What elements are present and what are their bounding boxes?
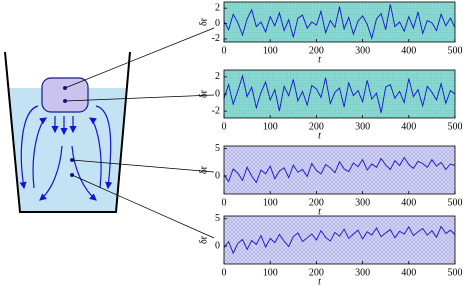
series-line bbox=[223, 74, 456, 114]
y-axis-label: δr bbox=[198, 235, 209, 244]
y-tick-label: -2 bbox=[212, 105, 220, 116]
y-tick-label: 2 bbox=[215, 71, 220, 82]
series-line bbox=[223, 156, 456, 184]
plot-frame bbox=[223, 1, 456, 43]
y-axis-label: δr bbox=[198, 165, 209, 174]
x-axis-label: t bbox=[318, 206, 321, 217]
plot-texture bbox=[224, 70, 455, 118]
x-tick-label: 0 bbox=[222, 267, 227, 278]
x-tick-label: 100 bbox=[263, 197, 278, 208]
plot-texture bbox=[224, 146, 455, 194]
x-tick-label: 500 bbox=[448, 267, 463, 278]
x-tick-label: 0 bbox=[222, 45, 227, 56]
y-tick-label: -2 bbox=[212, 33, 220, 44]
series-line bbox=[223, 4, 456, 40]
y-tick-label: 5 bbox=[215, 143, 220, 154]
x-tick-label: 0 bbox=[222, 197, 227, 208]
x-tick-label: 400 bbox=[401, 121, 416, 132]
x-tick-label: 100 bbox=[263, 45, 278, 56]
y-tick-label: 0 bbox=[215, 240, 220, 251]
x-axis-label: t bbox=[318, 54, 321, 65]
x-axis-label: t bbox=[318, 130, 321, 141]
y-tick-label: 5 bbox=[215, 213, 220, 224]
y-tick-label: 0 bbox=[215, 170, 220, 181]
cup bbox=[4, 51, 131, 213]
x-tick-label: 200 bbox=[309, 267, 324, 278]
x-tick-label: 500 bbox=[448, 121, 463, 132]
ice-cube bbox=[41, 77, 89, 113]
plot-frame bbox=[223, 145, 456, 195]
y-axis-label: δr bbox=[198, 17, 209, 26]
x-tick-label: 300 bbox=[355, 121, 370, 132]
y-tick-label: 0 bbox=[215, 88, 220, 99]
series-line bbox=[223, 225, 456, 255]
cup-diagram bbox=[4, 27, 215, 239]
x-tick-label: 100 bbox=[263, 267, 278, 278]
x-tick-label: 500 bbox=[448, 45, 463, 56]
x-tick-label: 300 bbox=[355, 45, 370, 56]
x-axis-label: t bbox=[318, 276, 321, 286]
x-tick-label: 100 bbox=[263, 121, 278, 132]
x-tick-label: 200 bbox=[309, 121, 324, 132]
x-tick-label: 200 bbox=[309, 197, 324, 208]
x-tick-label: 400 bbox=[401, 267, 416, 278]
x-tick-label: 400 bbox=[401, 197, 416, 208]
x-tick-label: 500 bbox=[448, 197, 463, 208]
y-axis-label: δr bbox=[198, 89, 209, 98]
x-tick-label: 400 bbox=[401, 45, 416, 56]
x-tick-label: 300 bbox=[355, 197, 370, 208]
y-tick-label: 2 bbox=[215, 2, 220, 13]
y-tick-label: 0 bbox=[215, 18, 220, 29]
x-tick-label: 0 bbox=[222, 121, 227, 132]
plot-frame bbox=[223, 215, 456, 265]
x-tick-label: 200 bbox=[309, 45, 324, 56]
x-tick-label: 300 bbox=[355, 267, 370, 278]
